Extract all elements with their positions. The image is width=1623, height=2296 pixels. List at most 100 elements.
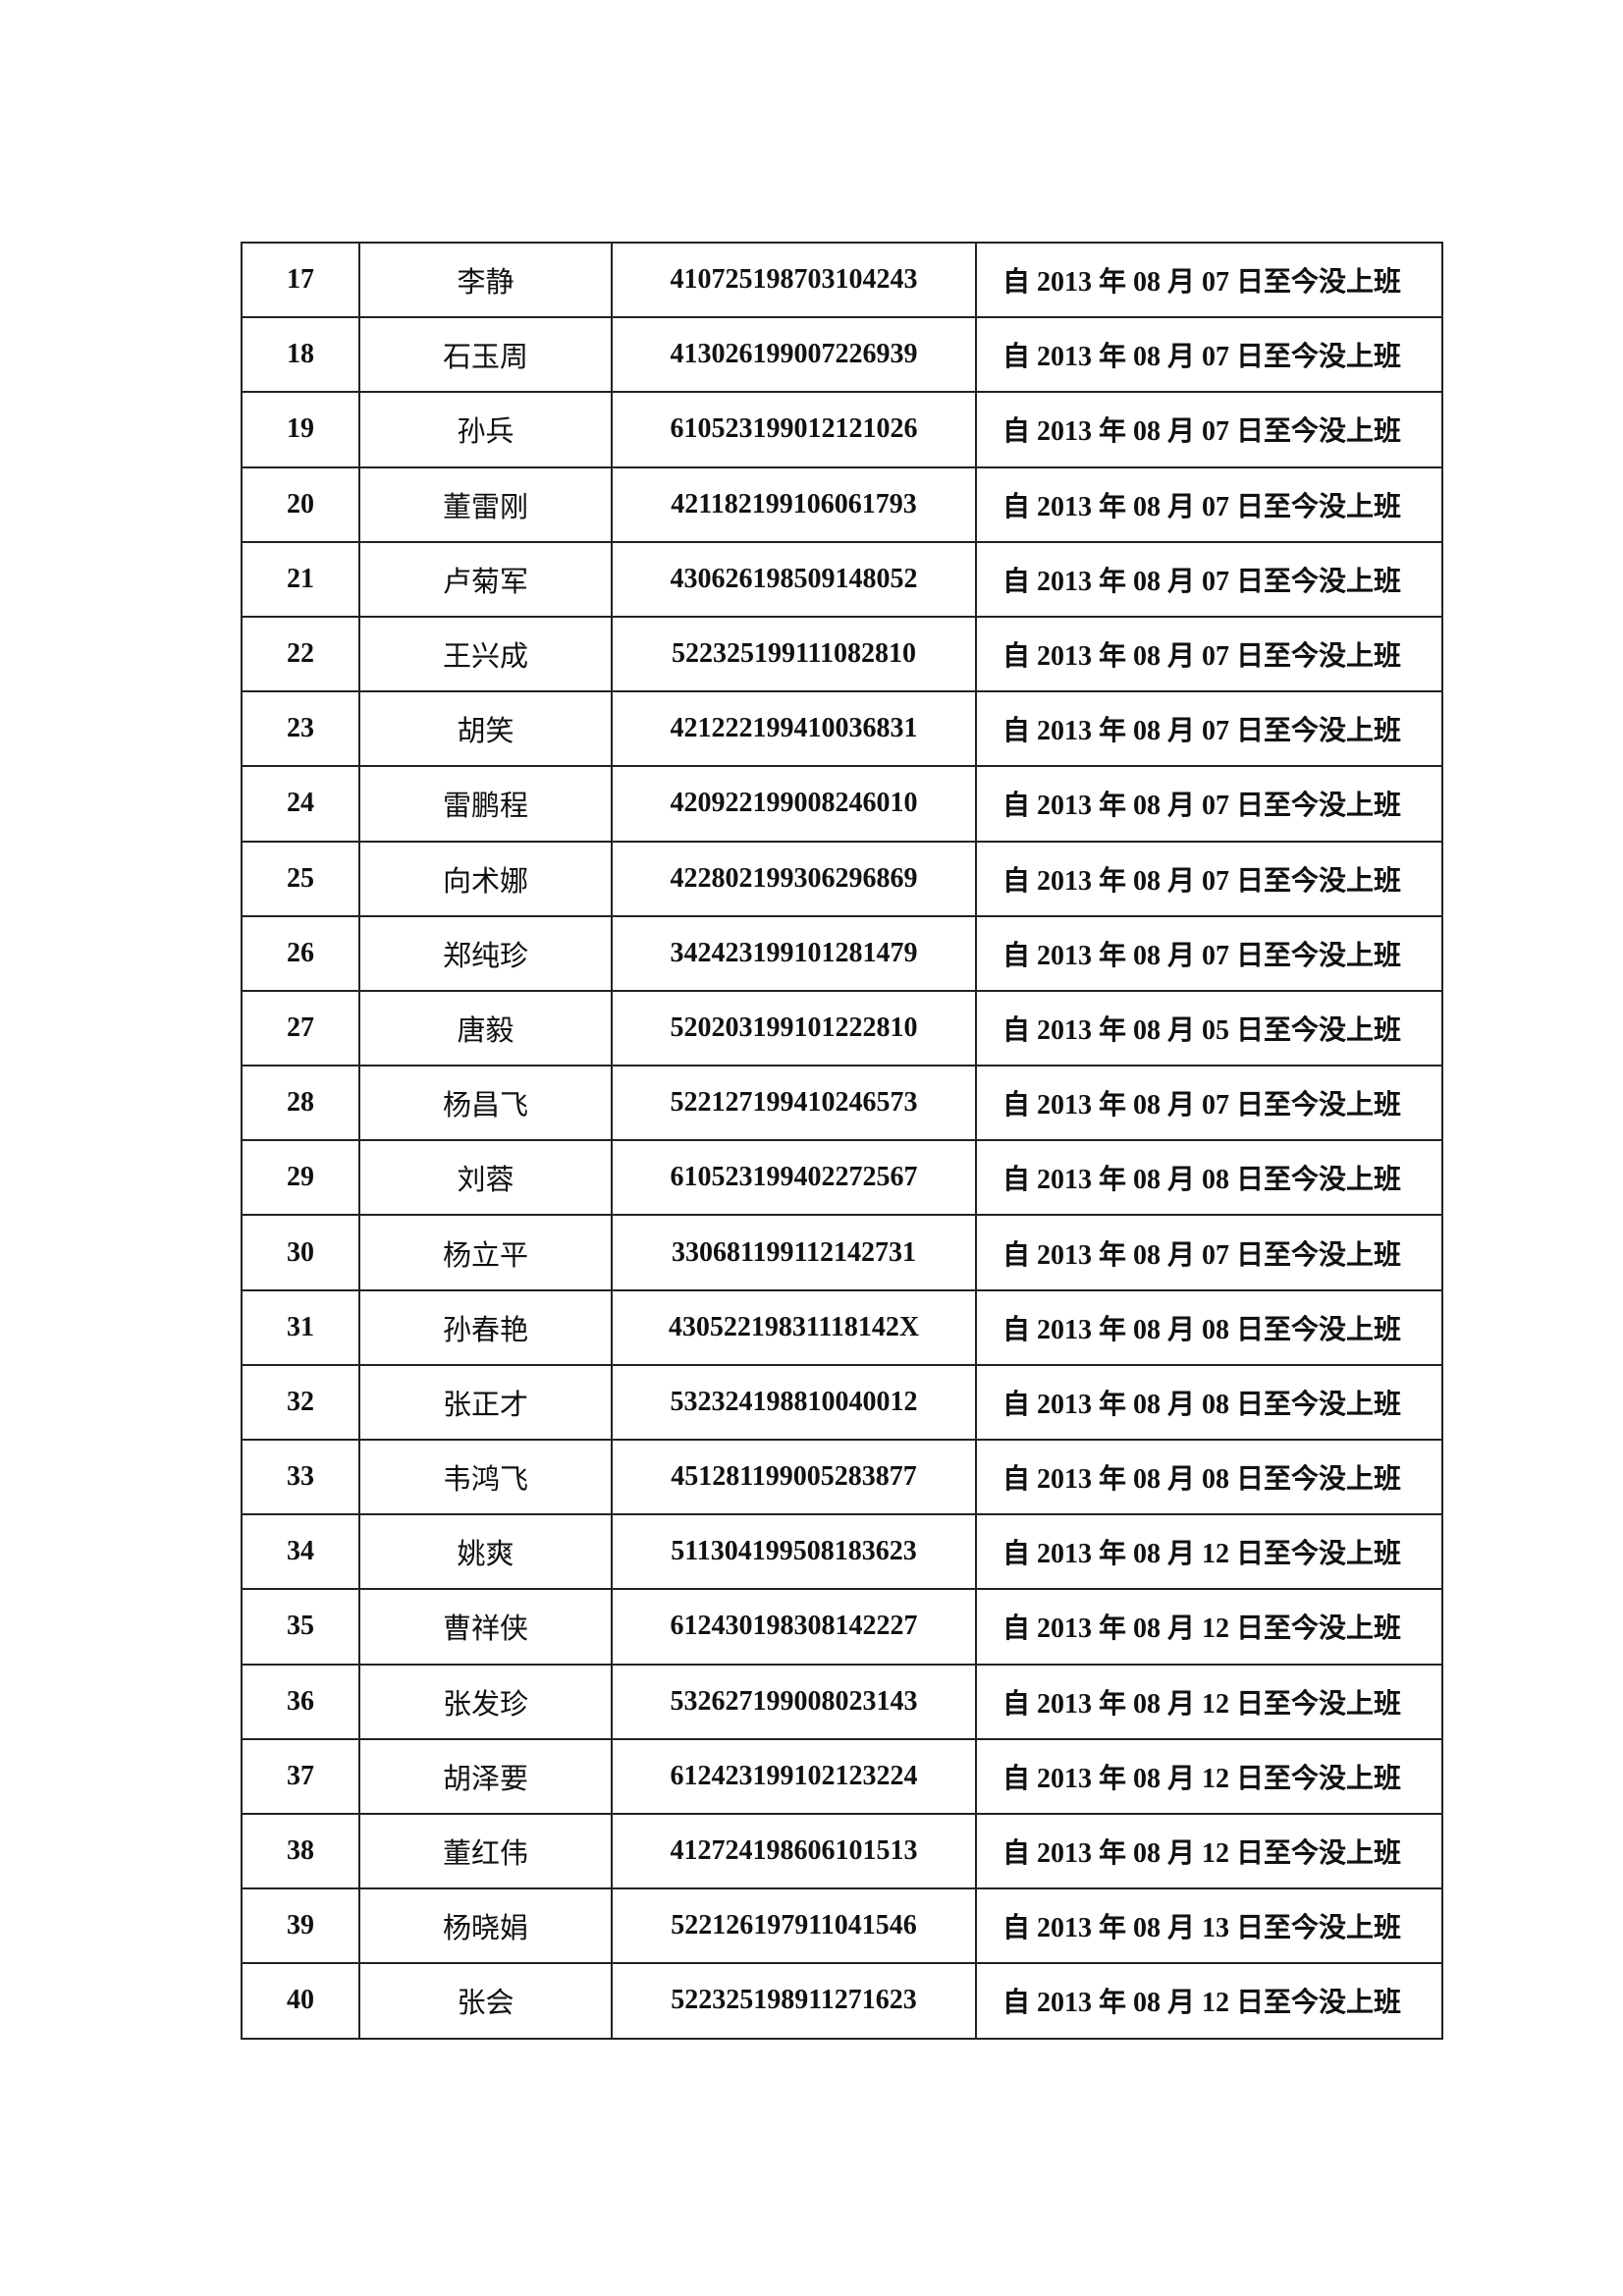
absence-status: 自 2013 年 08 月 07 日至今没上班 [975, 540, 1443, 618]
employee-name: 李静 [358, 241, 613, 319]
absence-status: 自 2013 年 08 月 12 日至今没上班 [975, 1663, 1443, 1740]
employee-name: 雷鹏程 [358, 765, 613, 843]
employee-name: 曹祥侠 [358, 1588, 613, 1666]
id-number: 420922199008246010 [611, 765, 977, 843]
absence-table: 17 李静 410725198703104243 自 2013 年 08 月 07 日… [241, 241, 1443, 2040]
id-number: 532324198810040012 [611, 1363, 977, 1442]
employee-name: 王兴成 [358, 615, 613, 693]
employee-name: 孙春艳 [358, 1288, 613, 1366]
absence-status: 自 2013 年 08 月 13 日至今没上班 [975, 1887, 1443, 1965]
row-number: 25 [241, 840, 360, 917]
id-number: 430626198509148052 [611, 540, 977, 618]
row-number: 33 [241, 1438, 360, 1516]
table-row: 36 张发珍 532627199008023143 自 2013 年 08 月 12 … [241, 1663, 1443, 1740]
employee-name: 唐毅 [358, 989, 613, 1067]
absence-status: 自 2013 年 08 月 07 日至今没上班 [975, 1065, 1443, 1142]
table-row: 30 杨立平 330681199112142731 自 2013 年 08 月 07 … [241, 1214, 1443, 1291]
absence-status: 自 2013 年 08 月 07 日至今没上班 [975, 615, 1443, 693]
table-row: 27 唐毅 520203199101222810 自 2013 年 08 月 05 日… [241, 989, 1443, 1067]
table-row: 39 杨晓娟 522126197911041546 自 2013 年 08 月 13 … [241, 1887, 1443, 1965]
row-number: 26 [241, 914, 360, 992]
absence-status: 自 2013 年 08 月 12 日至今没上班 [975, 1962, 1443, 2040]
employee-name: 姚爽 [358, 1513, 613, 1591]
table-row: 37 胡泽要 612423199102123224 自 2013 年 08 月 12 … [241, 1737, 1443, 1815]
absence-status: 自 2013 年 08 月 07 日至今没上班 [975, 391, 1443, 468]
table-row: 25 向术娜 422802199306296869 自 2013 年 08 月 07 … [241, 840, 1443, 917]
id-number: 522127199410246573 [611, 1065, 977, 1142]
row-number: 31 [241, 1288, 360, 1366]
absence-status: 自 2013 年 08 月 12 日至今没上班 [975, 1737, 1443, 1815]
id-number: 451281199005283877 [611, 1438, 977, 1516]
table-row: 32 张正才 532324198810040012 自 2013 年 08 月 08 … [241, 1363, 1443, 1442]
table-row: 31 孙春艳 43052219831118142X 自 2013 年 08 月 08 … [241, 1288, 1443, 1366]
absence-status: 自 2013 年 08 月 07 日至今没上班 [975, 914, 1443, 992]
id-number: 421222199410036831 [611, 690, 977, 768]
absence-status: 自 2013 年 08 月 07 日至今没上班 [975, 1214, 1443, 1291]
table-row: 40 张会 522325198911271623 自 2013 年 08 月 12 日… [241, 1962, 1443, 2040]
row-number: 24 [241, 765, 360, 843]
row-number: 34 [241, 1513, 360, 1591]
row-number: 36 [241, 1663, 360, 1740]
row-number: 40 [241, 1962, 360, 2040]
row-number: 17 [241, 241, 360, 319]
absence-status: 自 2013 年 08 月 07 日至今没上班 [975, 241, 1443, 319]
id-number: 610523199012121026 [611, 391, 977, 468]
employee-name: 郑纯珍 [358, 914, 613, 992]
row-number: 35 [241, 1588, 360, 1666]
employee-name: 杨晓娟 [358, 1887, 613, 1965]
row-number: 22 [241, 615, 360, 693]
absence-status: 自 2013 年 08 月 07 日至今没上班 [975, 765, 1443, 843]
table-row: 22 王兴成 522325199111082810 自 2013 年 08 月 07 … [241, 615, 1443, 693]
absence-status: 自 2013 年 08 月 07 日至今没上班 [975, 316, 1443, 394]
absence-status: 自 2013 年 08 月 07 日至今没上班 [975, 690, 1443, 768]
table-row: 29 刘蓉 610523199402272567 自 2013 年 08 月 08 日… [241, 1139, 1443, 1217]
row-number: 30 [241, 1214, 360, 1291]
id-number: 511304199508183623 [611, 1513, 977, 1591]
table-row: 34 姚爽 511304199508183623 自 2013 年 08 月 12 日… [241, 1513, 1443, 1591]
absence-status: 自 2013 年 08 月 07 日至今没上班 [975, 465, 1443, 543]
id-number: 413026199007226939 [611, 316, 977, 394]
row-number: 27 [241, 989, 360, 1067]
id-number: 522325199111082810 [611, 615, 977, 693]
row-number: 37 [241, 1737, 360, 1815]
table-row: 23 胡笑 421222199410036831 自 2013 年 08 月 07 日… [241, 690, 1443, 768]
id-number: 330681199112142731 [611, 1214, 977, 1291]
table-row: 17 李静 410725198703104243 自 2013 年 08 月 07 日… [241, 241, 1443, 319]
id-number: 342423199101281479 [611, 914, 977, 992]
employee-name: 张正才 [358, 1363, 613, 1442]
id-number: 612423199102123224 [611, 1737, 977, 1815]
absence-status: 自 2013 年 08 月 08 日至今没上班 [975, 1438, 1443, 1516]
employee-name: 张会 [358, 1962, 613, 2040]
id-number: 532627199008023143 [611, 1663, 977, 1740]
id-number: 410725198703104243 [611, 241, 977, 319]
table-row: 28 杨昌飞 522127199410246573 自 2013 年 08 月 07 … [241, 1065, 1443, 1142]
row-number: 38 [241, 1812, 360, 1890]
id-number: 422802199306296869 [611, 840, 977, 917]
row-number: 23 [241, 690, 360, 768]
table-row: 18 石玉周 413026199007226939 自 2013 年 08 月 07 … [241, 316, 1443, 394]
table-row: 21 卢菊军 430626198509148052 自 2013 年 08 月 07 … [241, 540, 1443, 618]
row-number: 19 [241, 391, 360, 468]
absence-status: 自 2013 年 08 月 08 日至今没上班 [975, 1288, 1443, 1366]
row-number: 29 [241, 1139, 360, 1217]
employee-name: 董红伟 [358, 1812, 613, 1890]
id-number: 412724198606101513 [611, 1812, 977, 1890]
id-number: 421182199106061793 [611, 465, 977, 543]
id-number: 610523199402272567 [611, 1139, 977, 1217]
employee-name: 张发珍 [358, 1663, 613, 1740]
table-row: 19 孙兵 610523199012121026 自 2013 年 08 月 07 日… [241, 391, 1443, 468]
absence-status: 自 2013 年 08 月 12 日至今没上班 [975, 1588, 1443, 1666]
employee-name: 杨立平 [358, 1214, 613, 1291]
absence-status: 自 2013 年 08 月 12 日至今没上班 [975, 1513, 1443, 1591]
absence-status: 自 2013 年 08 月 05 日至今没上班 [975, 989, 1443, 1067]
employee-name: 向术娜 [358, 840, 613, 917]
row-number: 20 [241, 465, 360, 543]
table-row: 38 董红伟 412724198606101513 自 2013 年 08 月 12 … [241, 1812, 1443, 1890]
table-row: 35 曹祥侠 612430198308142227 自 2013 年 08 月 12 … [241, 1588, 1443, 1666]
employee-name: 韦鸿飞 [358, 1438, 613, 1516]
absence-status: 自 2013 年 08 月 12 日至今没上班 [975, 1812, 1443, 1890]
employee-name: 孙兵 [358, 391, 613, 468]
employee-name: 胡笑 [358, 690, 613, 768]
row-number: 39 [241, 1887, 360, 1965]
absence-status: 自 2013 年 08 月 07 日至今没上班 [975, 840, 1443, 917]
